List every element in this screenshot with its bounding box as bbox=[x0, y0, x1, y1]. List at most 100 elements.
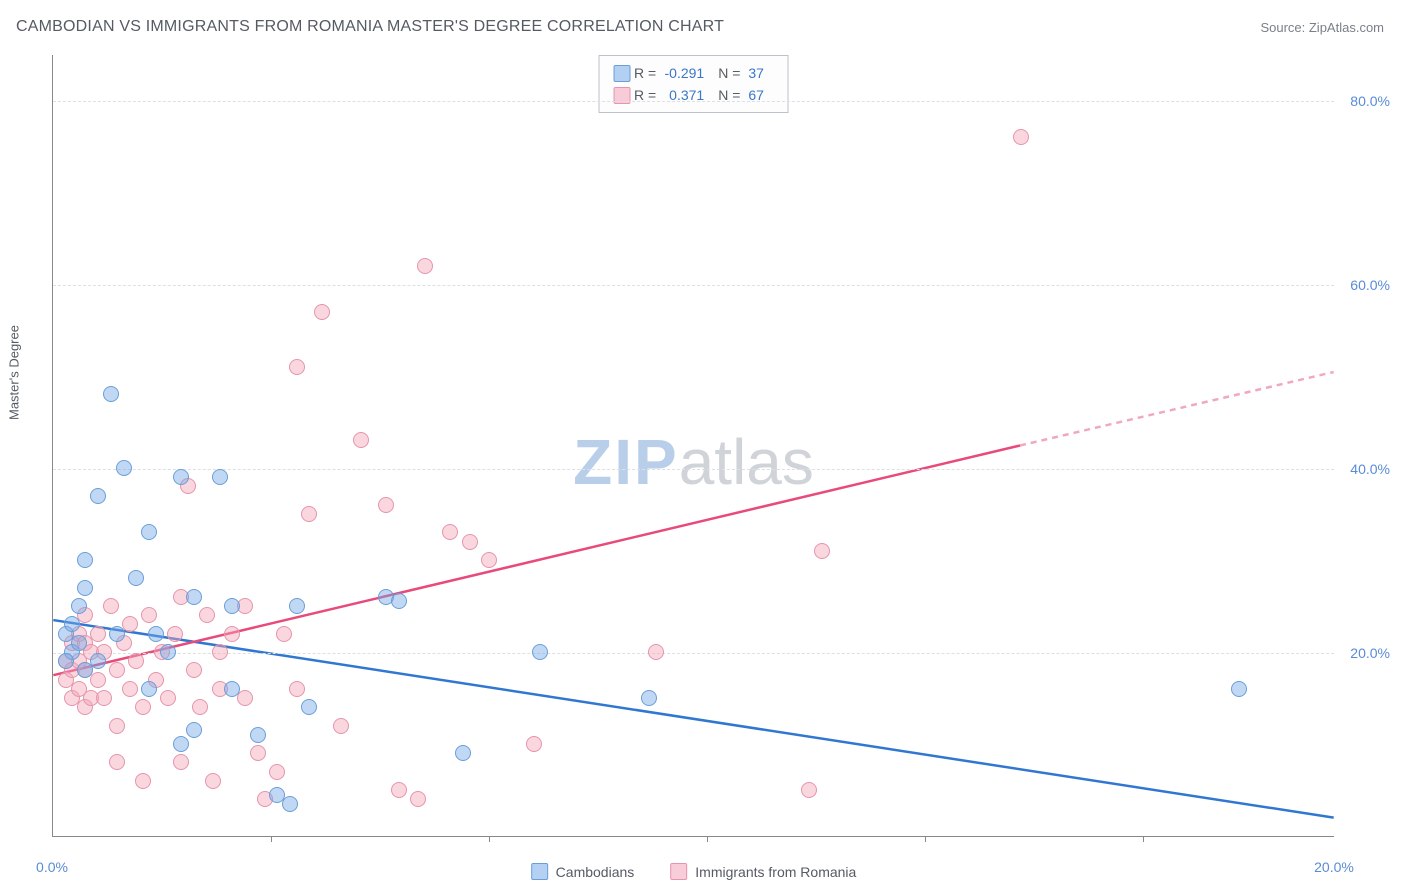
x-tick bbox=[707, 836, 708, 842]
y-tick-label: 80.0% bbox=[1350, 93, 1390, 109]
data-point bbox=[532, 644, 548, 660]
data-point bbox=[391, 593, 407, 609]
gridline bbox=[53, 101, 1334, 102]
data-point bbox=[212, 644, 228, 660]
data-point bbox=[135, 699, 151, 715]
data-point bbox=[462, 534, 478, 550]
series-legend: Cambodians Immigrants from Romania bbox=[531, 863, 857, 880]
data-point bbox=[109, 754, 125, 770]
trend-lines bbox=[53, 55, 1334, 836]
data-point bbox=[103, 598, 119, 614]
data-point bbox=[109, 626, 125, 642]
data-point bbox=[173, 469, 189, 485]
data-point bbox=[135, 773, 151, 789]
data-point bbox=[526, 736, 542, 752]
x-tick-label: 20.0% bbox=[1314, 859, 1354, 875]
data-point bbox=[199, 607, 215, 623]
data-point bbox=[96, 690, 112, 706]
data-point bbox=[128, 570, 144, 586]
data-point bbox=[186, 722, 202, 738]
y-tick-label: 20.0% bbox=[1350, 645, 1390, 661]
data-point bbox=[186, 662, 202, 678]
x-tick bbox=[489, 836, 490, 842]
data-point bbox=[141, 681, 157, 697]
data-point bbox=[71, 598, 87, 614]
data-point bbox=[122, 681, 138, 697]
data-point bbox=[116, 460, 132, 476]
data-point bbox=[141, 524, 157, 540]
series-legend-romania: Immigrants from Romania bbox=[670, 863, 856, 880]
data-point bbox=[353, 432, 369, 448]
data-point bbox=[205, 773, 221, 789]
data-point bbox=[1231, 681, 1247, 697]
data-point bbox=[103, 386, 119, 402]
data-point bbox=[186, 589, 202, 605]
x-tick-label: 0.0% bbox=[36, 859, 68, 875]
y-tick-label: 40.0% bbox=[1350, 461, 1390, 477]
data-point bbox=[301, 699, 317, 715]
data-point bbox=[90, 672, 106, 688]
data-point bbox=[801, 782, 817, 798]
x-tick bbox=[271, 836, 272, 842]
series-legend-cambodians: Cambodians bbox=[531, 863, 635, 880]
gridline bbox=[53, 469, 1334, 470]
data-point bbox=[90, 626, 106, 642]
data-point bbox=[276, 626, 292, 642]
series-label: Immigrants from Romania bbox=[695, 864, 856, 880]
data-point bbox=[77, 580, 93, 596]
data-point bbox=[160, 690, 176, 706]
x-tick bbox=[925, 836, 926, 842]
data-point bbox=[58, 653, 74, 669]
data-point bbox=[224, 681, 240, 697]
data-point bbox=[378, 497, 394, 513]
trend-line bbox=[53, 446, 1020, 676]
data-point bbox=[442, 524, 458, 540]
data-point bbox=[1013, 129, 1029, 145]
data-point bbox=[128, 653, 144, 669]
data-point bbox=[141, 607, 157, 623]
y-axis-label: Master's Degree bbox=[7, 325, 22, 420]
data-point bbox=[391, 782, 407, 798]
data-point bbox=[410, 791, 426, 807]
data-point bbox=[250, 745, 266, 761]
data-point bbox=[417, 258, 433, 274]
data-point bbox=[455, 745, 471, 761]
data-point bbox=[641, 690, 657, 706]
data-point bbox=[173, 736, 189, 752]
data-point bbox=[269, 764, 285, 780]
data-point bbox=[224, 626, 240, 642]
data-point bbox=[167, 626, 183, 642]
data-point bbox=[289, 598, 305, 614]
data-point bbox=[289, 681, 305, 697]
trend-line bbox=[1020, 372, 1334, 446]
data-point bbox=[90, 488, 106, 504]
data-point bbox=[77, 552, 93, 568]
swatch-blue-icon bbox=[531, 863, 548, 880]
data-point bbox=[481, 552, 497, 568]
source-attribution: Source: ZipAtlas.com bbox=[1260, 20, 1384, 35]
y-tick-label: 60.0% bbox=[1350, 277, 1390, 293]
data-point bbox=[224, 598, 240, 614]
data-point bbox=[301, 506, 317, 522]
data-point bbox=[148, 626, 164, 642]
data-point bbox=[109, 662, 125, 678]
data-point bbox=[814, 543, 830, 559]
data-point bbox=[237, 690, 253, 706]
data-point bbox=[90, 653, 106, 669]
trend-line bbox=[53, 620, 1333, 818]
x-tick bbox=[1143, 836, 1144, 842]
chart-title: CAMBODIAN VS IMMIGRANTS FROM ROMANIA MAS… bbox=[16, 18, 724, 36]
data-point bbox=[289, 359, 305, 375]
data-point bbox=[71, 635, 87, 651]
series-label: Cambodians bbox=[556, 864, 635, 880]
data-point bbox=[250, 727, 266, 743]
data-point bbox=[109, 718, 125, 734]
data-point bbox=[64, 616, 80, 632]
gridline bbox=[53, 285, 1334, 286]
data-point bbox=[333, 718, 349, 734]
chart-plot-area: ZIPatlas R = -0.291 N = 37 R = 0.371 N =… bbox=[52, 55, 1334, 837]
data-point bbox=[648, 644, 664, 660]
data-point bbox=[160, 644, 176, 660]
data-point bbox=[192, 699, 208, 715]
data-point bbox=[314, 304, 330, 320]
